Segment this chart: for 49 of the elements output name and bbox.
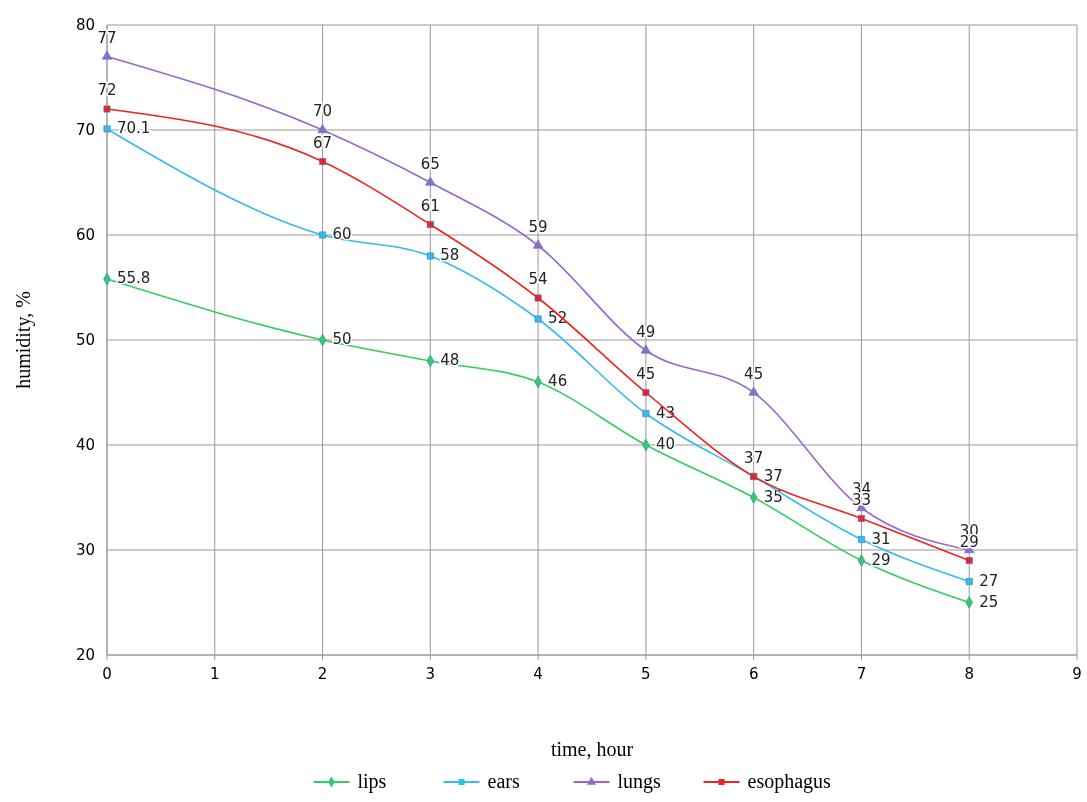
- data-label: 45: [636, 364, 656, 383]
- x-tick-label: 0: [102, 665, 112, 683]
- y-tick-label: 80: [75, 16, 95, 34]
- x-axis-title: time, hour: [550, 738, 634, 760]
- y-tick-label: 20: [75, 646, 95, 664]
- data-label: 40: [655, 435, 675, 453]
- y-tick-label: 30: [75, 541, 95, 559]
- x-tick-label: 9: [1072, 665, 1082, 683]
- y-tick-label: 70: [75, 121, 95, 139]
- x-tick-label: 4: [533, 665, 543, 683]
- data-label: 61: [420, 196, 440, 215]
- legend-label: esophagus: [747, 770, 832, 793]
- data-label: 52: [548, 309, 568, 327]
- data-label: 46: [548, 372, 568, 390]
- y-tick-label: 50: [75, 331, 95, 349]
- data-label: 37: [744, 448, 764, 467]
- data-label: 58: [440, 246, 460, 264]
- data-label: 37: [763, 466, 783, 485]
- data-label: 25: [979, 592, 999, 611]
- data-label: 29: [871, 550, 891, 569]
- legend-label: lips: [357, 770, 387, 793]
- data-label: 70.1: [117, 118, 151, 137]
- data-label: 59: [528, 217, 548, 236]
- x-tick-label: 7: [856, 665, 867, 683]
- x-tick-label: 5: [641, 665, 651, 683]
- x-tick-label: 6: [748, 665, 759, 683]
- data-label: 45: [744, 364, 764, 383]
- data-label: 72: [97, 81, 117, 99]
- data-label: 60: [332, 225, 352, 243]
- data-label: 35: [763, 487, 783, 506]
- data-label: 67: [313, 133, 333, 152]
- y-tick-label: 40: [75, 436, 95, 454]
- y-axis-title: humidity, %: [12, 291, 35, 389]
- data-label: 27: [979, 571, 999, 590]
- data-label: 54: [528, 270, 548, 288]
- data-label: 70: [313, 102, 333, 120]
- data-label: 77: [97, 28, 117, 47]
- data-label: 49: [636, 322, 656, 341]
- legend-label: ears: [487, 770, 520, 792]
- data-label: 50: [332, 330, 352, 348]
- legend-label: lungs: [617, 770, 662, 793]
- data-label: 55.8: [117, 269, 151, 288]
- data-label: 31: [871, 529, 891, 548]
- data-label: 65: [420, 154, 440, 173]
- x-tick-label: 8: [964, 665, 974, 683]
- x-tick-label: 1: [210, 665, 220, 683]
- y-tick-label: 60: [75, 226, 95, 244]
- x-tick-label: 3: [425, 665, 436, 683]
- x-tick-label: 2: [317, 665, 328, 683]
